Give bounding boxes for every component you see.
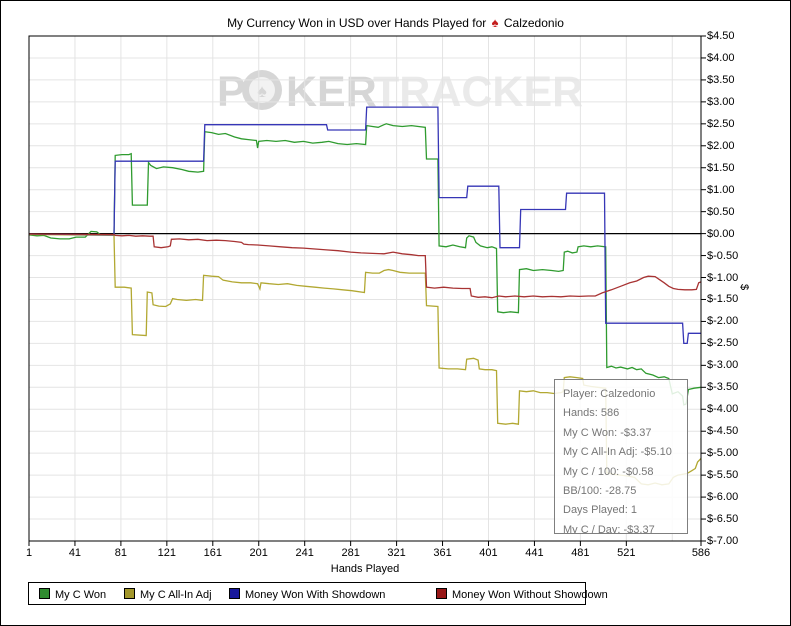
series-line-money-won-with-showdown: [28, 106, 701, 345]
plot-border: [28, 35, 702, 542]
y-tick-label: $-5.00: [707, 447, 739, 460]
y-tick-label: $0.00: [707, 227, 735, 240]
y-tick-label: $-4.50: [707, 425, 739, 438]
y-tick-label: $4.50: [707, 30, 735, 42]
x-tick-label: 401: [479, 547, 498, 559]
y-tick-label: $-1.50: [707, 293, 739, 306]
legend-swatch-all-in-adj: [124, 588, 135, 599]
legend-item-without-showdown[interactable]: Money Won Without Showdown: [436, 588, 608, 601]
x-tick-label: 81: [114, 547, 128, 559]
x-tick-label: 201: [249, 547, 268, 559]
y-tick-label: $3.50: [707, 73, 735, 86]
x-tick-label: 1: [25, 547, 33, 559]
y-tick-label: $-6.50: [707, 513, 739, 526]
y-tick-label: $2.50: [707, 117, 735, 130]
x-tick-label: 281: [341, 547, 360, 559]
tooltip-days-played: Days Played: 1: [563, 504, 637, 517]
y-tick-label: $-1.00: [707, 271, 739, 284]
x-tick-label: 41: [68, 547, 82, 559]
y-tick-label: $-3.00: [707, 359, 739, 372]
tooltip-hands: Hands: 586: [563, 407, 620, 420]
x-tick-label: 161: [203, 547, 222, 559]
x-tick-label: 481: [571, 547, 590, 559]
legend-item-my-c-won[interactable]: My C Won: [39, 588, 107, 601]
chart-title: My Currency Won in USD over Hands Played…: [1, 15, 790, 30]
y-tick-label: $1.50: [707, 161, 735, 174]
tooltip-player: Player: Calzedonio: [563, 388, 656, 400]
chart-title-player: Calzedonio: [503, 16, 564, 30]
spade-icon: ♠: [491, 15, 499, 30]
x-tick-label: 121: [157, 547, 177, 559]
x-tick-label: 521: [617, 547, 636, 559]
legend-item-with-showdown[interactable]: Money Won With Showdown: [229, 588, 386, 601]
legend-swatch-without-showdown: [436, 588, 447, 599]
y-tick-label: $-7.00: [707, 535, 739, 547]
legend-swatch-with-showdown: [229, 588, 240, 599]
tooltip-bb-per-100: BB/100: -28.75: [563, 485, 637, 498]
tooltip-all-in-adj: My C All-In Adj: -$5.10: [563, 446, 672, 459]
watermark-poker-ker: KER: [286, 68, 377, 116]
y-tick-label: $1.00: [707, 183, 735, 196]
y-tick-label: $4.00: [707, 51, 735, 64]
stats-tooltip: Player: Calzedonio Hands: 586 My C Won: …: [554, 379, 688, 534]
watermark-poker-p: P: [217, 68, 246, 116]
y-tick-label: $2.00: [707, 139, 735, 152]
legend-label: My C Won: [55, 589, 107, 601]
chart-title-text: My Currency Won in USD over Hands Played…: [227, 16, 487, 30]
x-tick-label: 321: [387, 547, 406, 559]
legend-label: Money Won Without Showdown: [452, 589, 608, 601]
tooltip-c-per-100: My C / 100: -$0.58: [563, 465, 654, 478]
tooltip-my-c-won: My C Won: -$3.37: [563, 426, 652, 439]
x-axis-title: Hands Played: [330, 563, 400, 575]
watermark-chip-inner: [249, 77, 275, 103]
legend-label: My C All-In Adj: [140, 589, 212, 601]
y-tick-label: $-3.50: [707, 381, 739, 394]
y-tick-label: $-5.50: [707, 469, 739, 482]
y-tick-label: $-2.50: [707, 337, 739, 350]
y-tick-label: $-2.00: [707, 315, 739, 328]
y-tick-label: $-0.50: [707, 249, 739, 262]
y-tick-label: $3.00: [707, 95, 735, 108]
chart-legend: My C Won My C All-In Adj Money Won With …: [28, 582, 608, 605]
x-tick-label: 441: [525, 547, 544, 559]
y-axis-title: $: [738, 283, 751, 291]
legend-item-all-in-adj[interactable]: My C All-In Adj: [124, 588, 212, 601]
series-line-my-c-won: [28, 123, 702, 406]
x-tick-label: 586: [691, 547, 711, 559]
legend-swatch-my-c-won: [39, 588, 50, 599]
tooltip-c-per-day: My C / Day: -$3.37: [563, 523, 655, 534]
series-line-money-won-without-showdown: [28, 233, 702, 299]
watermark-chip-spade: ♠: [257, 81, 267, 101]
x-tick-label: 241: [295, 547, 314, 559]
y-tick-label: $-6.00: [707, 491, 739, 504]
watermark-tracker: TRACKER: [373, 68, 583, 116]
y-tick-label: $0.50: [707, 205, 735, 218]
x-tick-label: 361: [433, 547, 452, 559]
legend-label: Money Won With Showdown: [245, 589, 386, 601]
y-tick-label: $-4.00: [707, 403, 739, 416]
